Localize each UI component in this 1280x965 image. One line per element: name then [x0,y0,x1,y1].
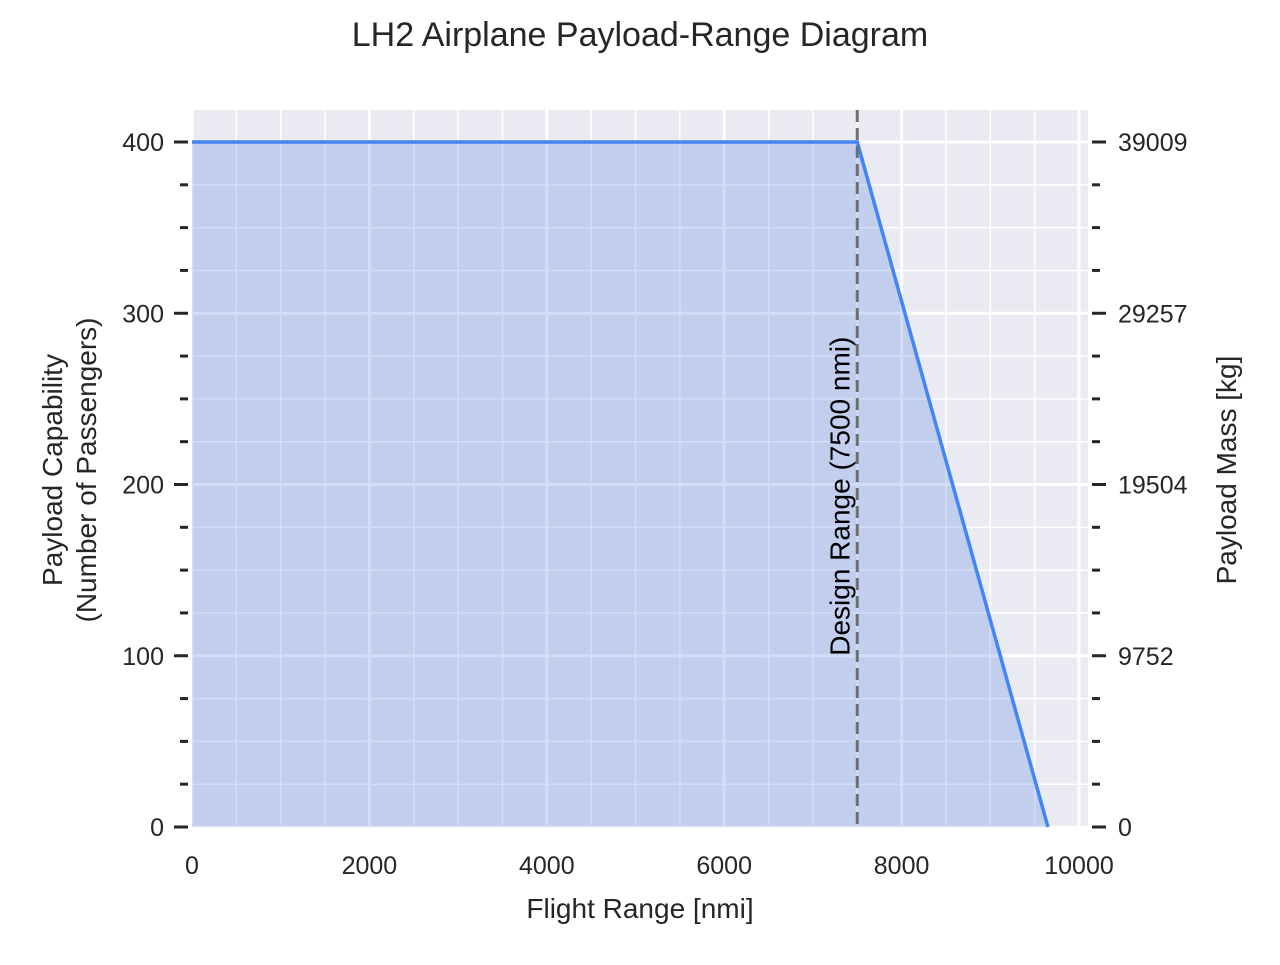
x-tick-label: 0 [185,852,199,880]
y2-tick-label: 9752 [1118,643,1174,671]
chart-title: LH2 Airplane Payload-Range Diagram [352,16,928,54]
y-axis-label-line1: Payload Capability [37,354,68,586]
payload-range-line [192,140,1050,828]
x-tick-label: 10000 [1044,852,1114,880]
y2-tick-label: 29257 [1118,300,1188,328]
plot-background [192,110,1088,827]
y2-tick-label: 39009 [1118,129,1188,157]
y-tick-label: 100 [122,643,164,671]
y2-tick-label: 0 [1118,814,1132,842]
x-tick-label: 6000 [696,852,752,880]
design-range-label: Design Range (7500 nmi) [824,337,855,656]
y2-tick-label: 19504 [1118,472,1188,500]
y-tick-label: 400 [122,129,164,157]
y-axis-label-line2: (Number of Passengers) [71,317,102,622]
x-axis-label: Flight Range [nmi] [526,893,753,924]
y-tick-label: 300 [122,300,164,328]
y-tick-label: 200 [122,472,164,500]
x-tick-label: 2000 [342,852,398,880]
y-tick-label: 0 [150,814,164,842]
y2-axis-label: Payload Mass [kg] [1211,356,1242,585]
x-tick-label: 4000 [519,852,575,880]
x-tick-label: 8000 [874,852,930,880]
payload-area-fill [192,142,1048,827]
